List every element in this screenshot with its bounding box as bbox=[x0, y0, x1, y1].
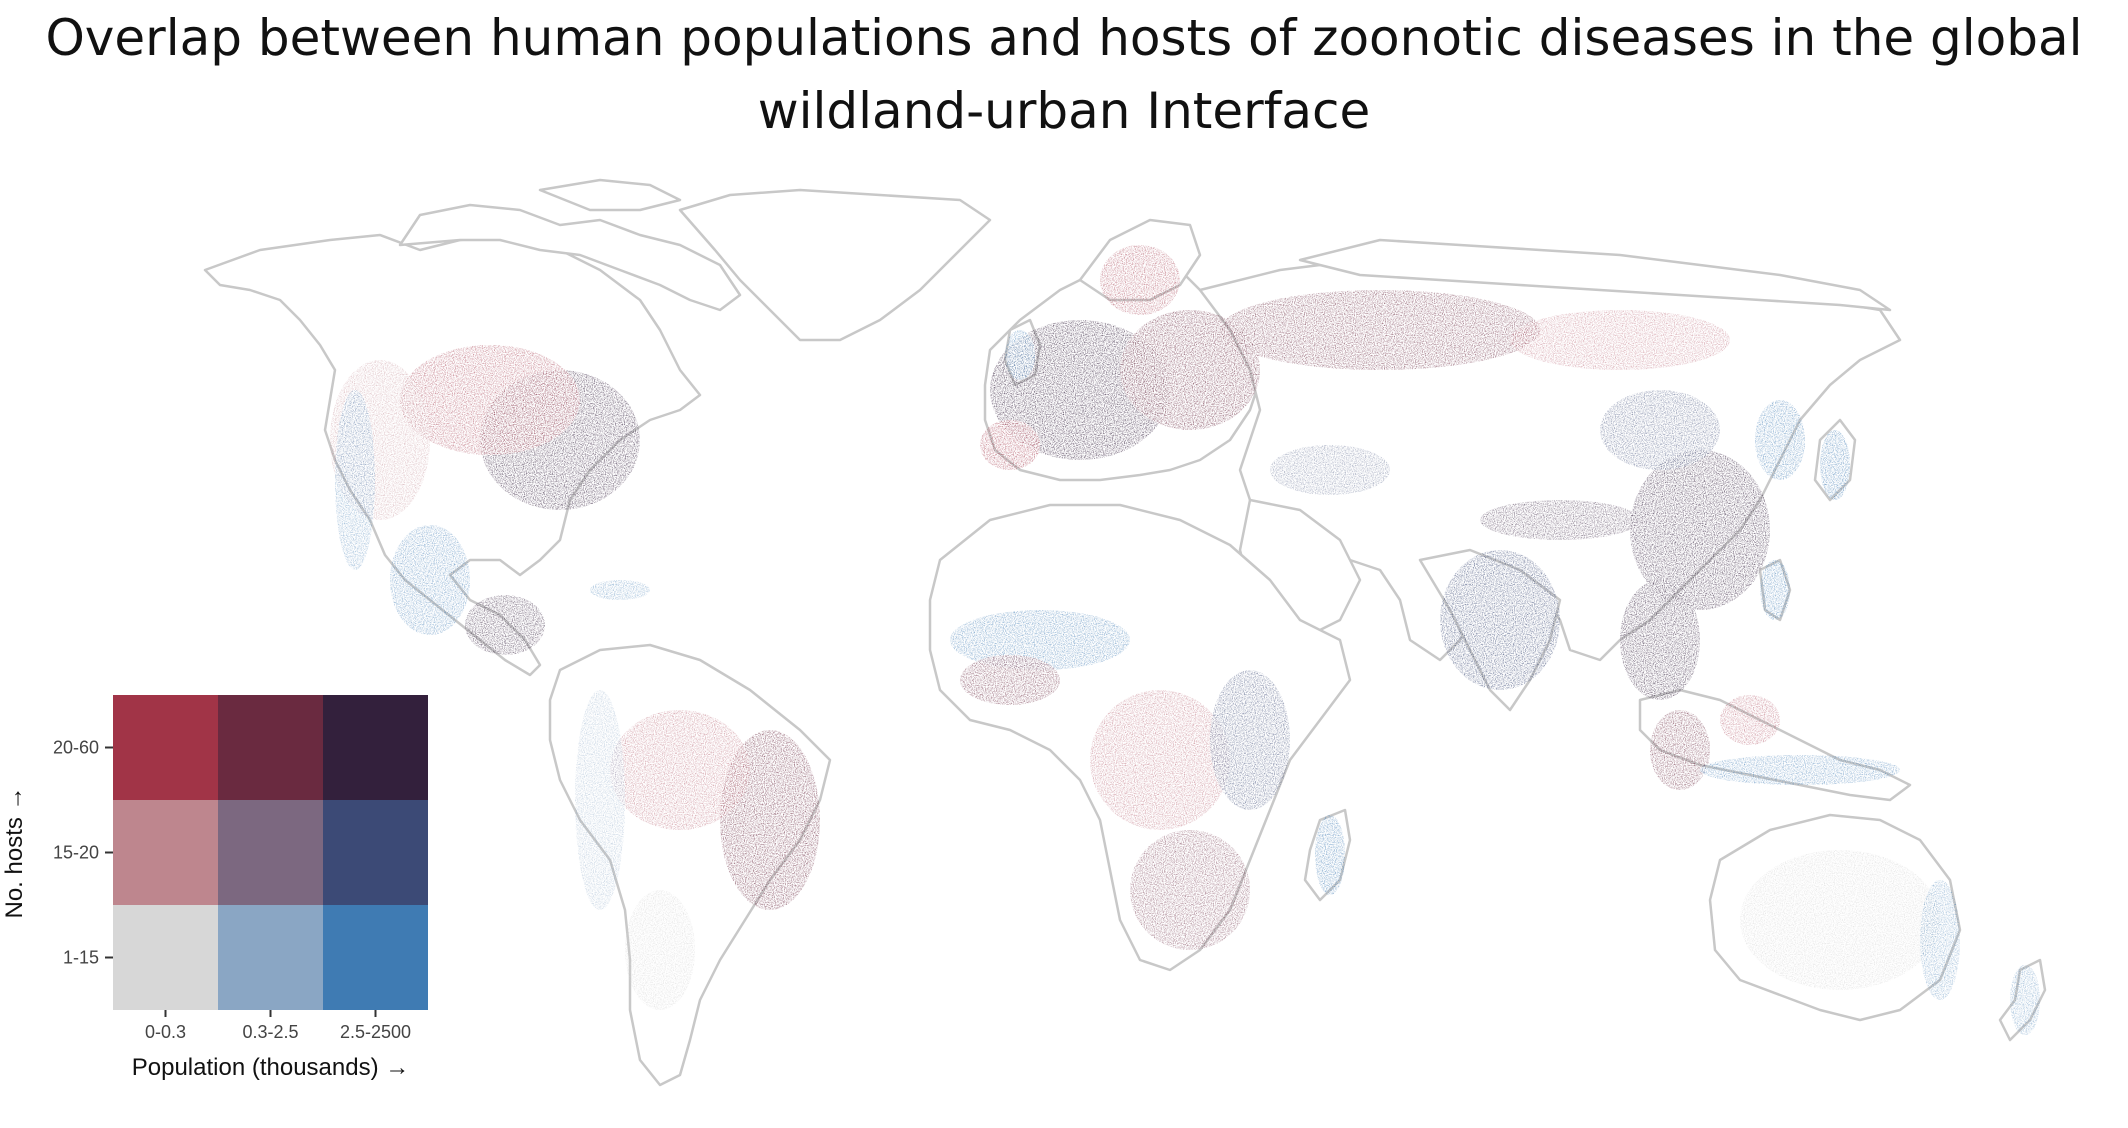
title-line-2: wildland-urban Interface bbox=[757, 82, 1371, 140]
overlay-new-zealand bbox=[2010, 965, 2040, 1035]
overlay-australia bbox=[1740, 850, 1940, 990]
legend-grid bbox=[113, 695, 428, 1010]
legend-labels: 0-0.3 0.3-2.5 2.5-2500 1-15 15-20 20-60 Popula… bbox=[1, 738, 411, 1082]
overlay-middle-east bbox=[1270, 445, 1390, 495]
legend-cell-2.5-2500-1-15 bbox=[323, 905, 428, 1010]
y-tick-label: 15-20 bbox=[53, 843, 99, 863]
chart-title: Overlap between human populations and ho… bbox=[0, 0, 2128, 148]
overlay-uk bbox=[1005, 330, 1035, 380]
overlay-central-america bbox=[465, 595, 545, 655]
overlay-himalaya bbox=[1480, 500, 1640, 540]
overlay-mexico bbox=[390, 525, 470, 635]
x-tick-label: 0.3-2.5 bbox=[242, 1022, 298, 1042]
overlay-gulf-of-guinea bbox=[960, 655, 1060, 705]
overlay-sumatra bbox=[1650, 710, 1710, 790]
siberia-outline bbox=[1298, 238, 1892, 312]
overlay-southern-cone bbox=[625, 890, 695, 1010]
data-overlay bbox=[330, 245, 2040, 1035]
overlay-andes bbox=[575, 690, 625, 910]
overlay-east-africa bbox=[1210, 670, 1290, 810]
greenland-outline bbox=[678, 188, 992, 342]
overlay-india bbox=[1440, 550, 1560, 690]
legend-cell-0-0.3-20-60 bbox=[113, 695, 218, 800]
overlay-indonesia bbox=[1700, 755, 1900, 785]
legend-cell-0.3-2.5-15-20 bbox=[218, 800, 323, 905]
overlay-china-east bbox=[1630, 450, 1770, 610]
overlay-scandinavia bbox=[1100, 245, 1180, 315]
overlay-us-midwest bbox=[400, 345, 580, 455]
overlay-borneo bbox=[1720, 695, 1780, 745]
overlay-pacific-coast bbox=[335, 390, 375, 570]
overlay-korea bbox=[1755, 400, 1805, 480]
legend-cell-2.5-2500-15-20 bbox=[323, 800, 428, 905]
overlay-iberia bbox=[980, 420, 1040, 470]
overlay-southern-africa bbox=[1130, 830, 1250, 950]
overlay-philippines bbox=[1760, 560, 1790, 620]
overlay-central-africa bbox=[1090, 690, 1230, 830]
overlay-madagascar bbox=[1315, 815, 1345, 895]
overlay-japan bbox=[1820, 430, 1850, 500]
legend-cell-0-0.3-1-15 bbox=[113, 905, 218, 1010]
y-tick-label: 20-60 bbox=[53, 738, 99, 758]
overlay-siberia-east bbox=[1510, 310, 1730, 370]
overlay-west-africa bbox=[950, 610, 1130, 670]
y-axis-title: No. hosts → bbox=[1, 786, 28, 918]
overlay-russia bbox=[1220, 290, 1540, 370]
overlay-indochina bbox=[1620, 580, 1700, 700]
x-tick-label: 2.5-2500 bbox=[340, 1022, 411, 1042]
overlay-eastern-europe bbox=[1120, 310, 1260, 430]
overlay-caribbean bbox=[590, 580, 650, 600]
overlay-amazon bbox=[610, 710, 750, 830]
legend-cell-0-0.3-15-20 bbox=[113, 800, 218, 905]
arctic-islands-outline bbox=[538, 178, 682, 212]
x-axis-title: Population (thousands) → bbox=[132, 1054, 410, 1081]
overlay-australia-east bbox=[1920, 880, 1960, 1000]
canada-arctic-outline bbox=[398, 203, 742, 312]
overlay-china-north bbox=[1600, 390, 1720, 470]
title-line-1: Overlap between human populations and ho… bbox=[45, 9, 2083, 67]
legend-cell-0.3-2.5-1-15 bbox=[218, 905, 323, 1010]
legend-cell-2.5-2500-20-60 bbox=[323, 695, 428, 800]
legend-cell-0.3-2.5-20-60 bbox=[218, 695, 323, 800]
x-tick-label: 0-0.3 bbox=[145, 1022, 186, 1042]
y-tick-label: 1-15 bbox=[63, 948, 99, 968]
